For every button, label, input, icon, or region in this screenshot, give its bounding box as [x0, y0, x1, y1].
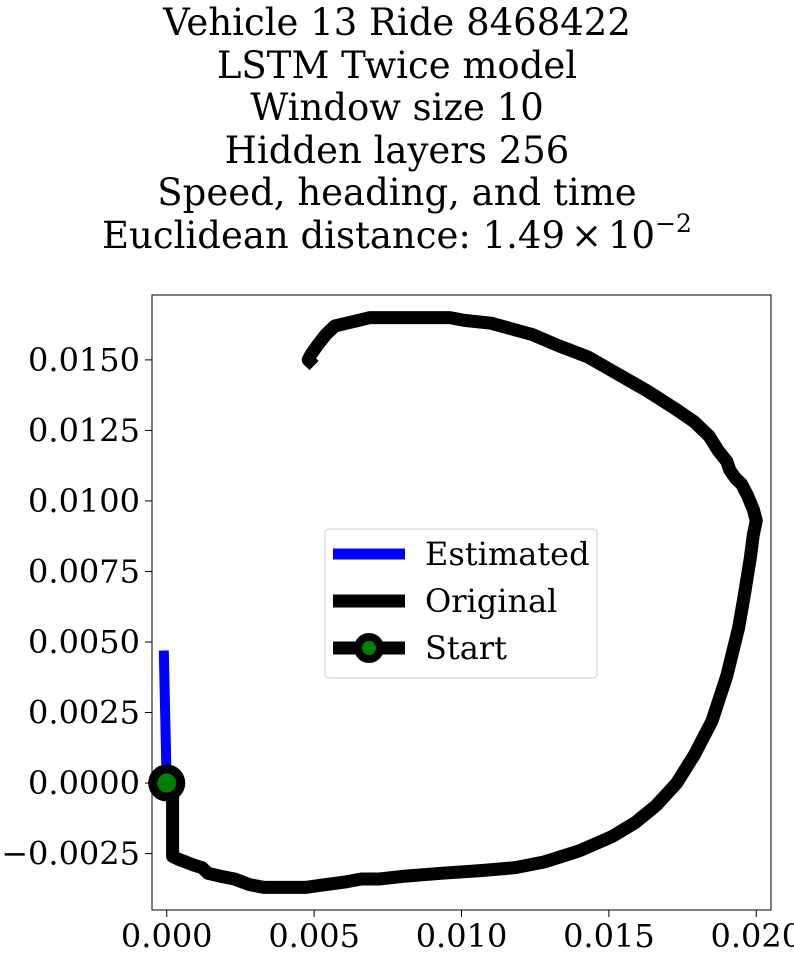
title-line-5: Speed, heading, and time: [157, 171, 637, 214]
x-tick-label: 0.020: [710, 917, 794, 955]
chart-title: Vehicle 13 Ride 8468422 LSTM Twice model…: [0, 0, 794, 257]
title-line-6: Euclidean distance: 1.49 × 10−2: [0, 211, 794, 258]
legend-box: [324, 528, 598, 679]
legend-label-estimated: Estimated: [425, 535, 590, 573]
legend-label-original: Original: [425, 582, 557, 620]
title-distance-base: 10: [608, 213, 656, 257]
title-distance-exponent: −2: [655, 208, 692, 238]
y-tick-label: 0.0025: [28, 694, 140, 732]
title-line-4: Hidden layers 256: [224, 128, 570, 172]
legend-label-start: Start: [425, 629, 507, 667]
legend-start-marker: [354, 633, 384, 663]
y-tick-label: 0.0100: [28, 482, 140, 520]
y-tick-label: 0.0000: [28, 764, 140, 802]
title-line-2: LSTM Twice model: [216, 43, 578, 87]
series-line-original: [161, 311, 763, 894]
title-line-3: Window size 10: [250, 86, 544, 129]
y-tick-label: 0.0075: [28, 552, 140, 590]
y-tick-label: 0.0150: [28, 341, 140, 379]
y-tick-label: 0.0050: [28, 623, 140, 661]
y-tick-label: −0.0025: [1, 835, 140, 873]
title-distance-prefix: Euclidean distance: 1.49: [102, 213, 565, 257]
x-tick-label: 0.015: [563, 917, 655, 955]
title-line-1: Vehicle 13 Ride 8468422: [163, 1, 631, 44]
start-marker: [148, 764, 186, 802]
x-tick-label: 0.000: [121, 917, 213, 955]
y-tick-label: 0.0125: [28, 411, 140, 449]
series-line-estimated: [158, 650, 172, 784]
x-tick-label: 0.010: [416, 917, 508, 955]
x-tick-label: 0.005: [268, 917, 360, 955]
title-times-sign: ×: [570, 213, 602, 257]
